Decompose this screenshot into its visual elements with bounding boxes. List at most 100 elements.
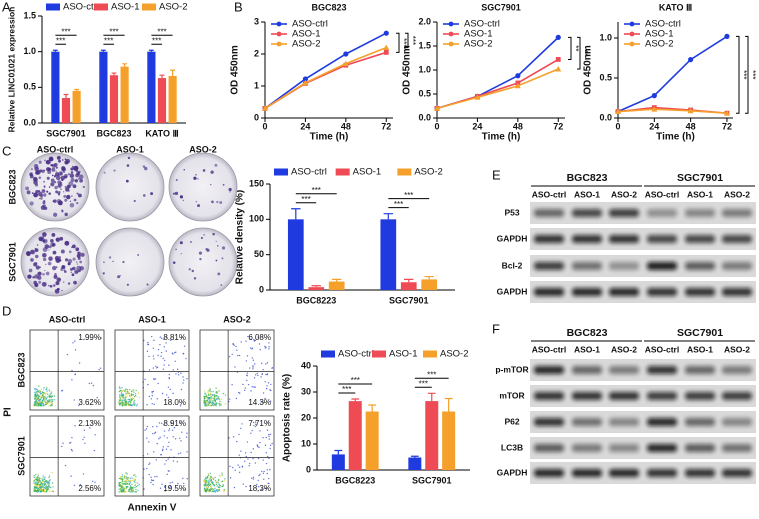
flow-event — [162, 446, 164, 448]
flow-event — [219, 475, 221, 478]
flow-event — [133, 478, 135, 480]
error-bar — [351, 398, 360, 402]
flow-event — [43, 481, 46, 483]
flow-event — [243, 389, 246, 392]
y-tick-label: 2 — [254, 48, 259, 58]
flow-event — [232, 343, 234, 345]
blot-band — [685, 418, 715, 426]
flow-event — [124, 400, 127, 403]
marker — [723, 110, 730, 116]
flow-event — [134, 474, 136, 476]
flow-event — [154, 378, 157, 380]
bar — [168, 75, 177, 123]
quadrant-value: 2.13% — [78, 419, 101, 428]
flow-event — [207, 474, 210, 477]
legend-marker — [448, 41, 454, 47]
flow-event — [232, 466, 234, 469]
flow-event — [268, 477, 270, 480]
flow-event — [45, 485, 48, 487]
colony — [82, 185, 85, 189]
flow-event — [137, 484, 139, 487]
flow-event — [234, 366, 236, 368]
flow-event — [211, 397, 213, 399]
flow-event — [163, 346, 166, 348]
flow-event — [205, 394, 208, 396]
row-label: mTOR — [499, 390, 524, 400]
y-tick-label: 30 — [301, 386, 311, 396]
bar — [365, 411, 379, 470]
blot-band — [685, 209, 715, 217]
flow-event — [175, 373, 177, 375]
flow-event — [248, 465, 250, 467]
blot-band — [722, 469, 752, 477]
significance-label: *** — [351, 376, 360, 385]
legend-marker — [629, 31, 635, 37]
flow-event — [268, 438, 271, 440]
colony — [61, 265, 65, 269]
flow-event — [221, 472, 223, 474]
colony — [26, 251, 31, 257]
blot-band — [534, 366, 564, 374]
flow-event — [252, 457, 254, 460]
significance-label: *** — [104, 36, 113, 45]
flow-event — [217, 479, 220, 482]
flow-event — [127, 399, 129, 401]
flow-event — [41, 399, 44, 402]
flow-event — [205, 403, 207, 405]
flow-event — [82, 473, 85, 475]
colony — [62, 281, 65, 283]
flow-event — [212, 404, 215, 406]
flow-event — [152, 390, 155, 393]
flow-event — [269, 444, 272, 447]
flow-event — [48, 480, 51, 482]
flow-event — [122, 390, 124, 393]
colony — [74, 269, 79, 275]
colony — [52, 284, 56, 287]
colony — [73, 198, 77, 202]
flow-event — [211, 481, 214, 483]
colony — [179, 195, 184, 199]
flow-event — [52, 490, 55, 493]
flow-event — [254, 386, 256, 388]
flow-event — [35, 476, 37, 478]
panel-letter: B — [234, 0, 243, 14]
y-axis-label: OD 450nm — [402, 45, 413, 95]
blot-band — [534, 262, 564, 270]
flow-event — [48, 389, 51, 391]
x-tick-label: BGC8223 — [335, 475, 375, 485]
flow-event — [212, 484, 215, 486]
flow-event — [47, 482, 49, 485]
colony — [210, 170, 214, 174]
flow-event — [34, 402, 37, 404]
flow-event — [259, 441, 261, 444]
legend-marker — [276, 31, 282, 37]
significance-bracket — [736, 35, 740, 114]
flow-event — [54, 405, 56, 407]
flow-event — [125, 388, 127, 390]
flow-event — [138, 483, 140, 486]
flow-event — [180, 388, 183, 391]
flow-event — [40, 404, 43, 406]
flow-event — [240, 341, 242, 343]
colony — [53, 274, 58, 279]
bar — [328, 281, 345, 290]
flow-event — [123, 389, 125, 392]
flow-event — [119, 387, 121, 389]
group-label: SGC7901 — [677, 172, 723, 184]
blot-band — [685, 444, 715, 452]
legend-label: ASO-2 — [645, 39, 674, 50]
colony — [68, 181, 74, 187]
flow-event — [122, 402, 125, 404]
colony — [79, 260, 83, 264]
colony — [56, 257, 62, 263]
colony — [76, 171, 80, 176]
flow-event — [212, 390, 214, 393]
significance-label: *** — [312, 186, 321, 195]
flow-event — [244, 460, 246, 462]
colony — [50, 178, 55, 183]
flow-event — [150, 335, 153, 338]
flow-event — [39, 404, 41, 406]
colony — [37, 275, 42, 280]
colony — [67, 189, 70, 192]
colony — [219, 201, 223, 204]
